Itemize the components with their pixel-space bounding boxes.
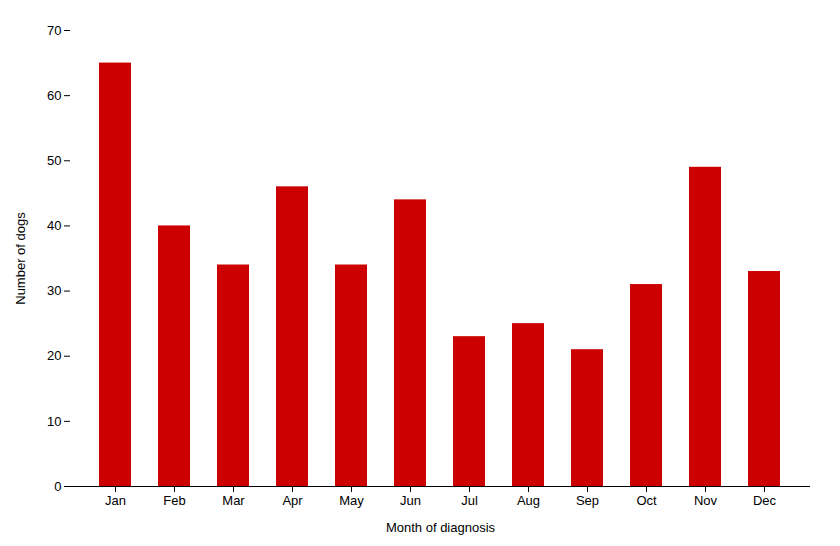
svg-text:Feb: Feb (163, 493, 185, 508)
svg-text:May: May (339, 493, 364, 508)
svg-text:Number of dogs: Number of dogs (13, 212, 28, 305)
svg-text:Mar: Mar (222, 493, 245, 508)
svg-text:10: 10 (47, 414, 61, 429)
svg-text:Month of diagnosis: Month of diagnosis (386, 520, 496, 535)
svg-text:Jan: Jan (105, 493, 126, 508)
svg-text:Aug: Aug (517, 493, 540, 508)
svg-text:40: 40 (47, 218, 61, 233)
svg-text:50: 50 (47, 153, 61, 168)
svg-text:20: 20 (47, 348, 61, 363)
svg-text:Nov: Nov (694, 493, 718, 508)
svg-text:Oct: Oct (636, 493, 657, 508)
svg-text:Jun: Jun (400, 493, 421, 508)
svg-text:Apr: Apr (282, 493, 303, 508)
svg-text:30: 30 (47, 283, 61, 298)
svg-text:60: 60 (47, 88, 61, 103)
svg-text:Dec: Dec (753, 493, 777, 508)
svg-text:0: 0 (54, 479, 61, 494)
svg-text:70: 70 (47, 23, 61, 38)
svg-text:Jul: Jul (461, 493, 478, 508)
svg-text:Sep: Sep (576, 493, 599, 508)
